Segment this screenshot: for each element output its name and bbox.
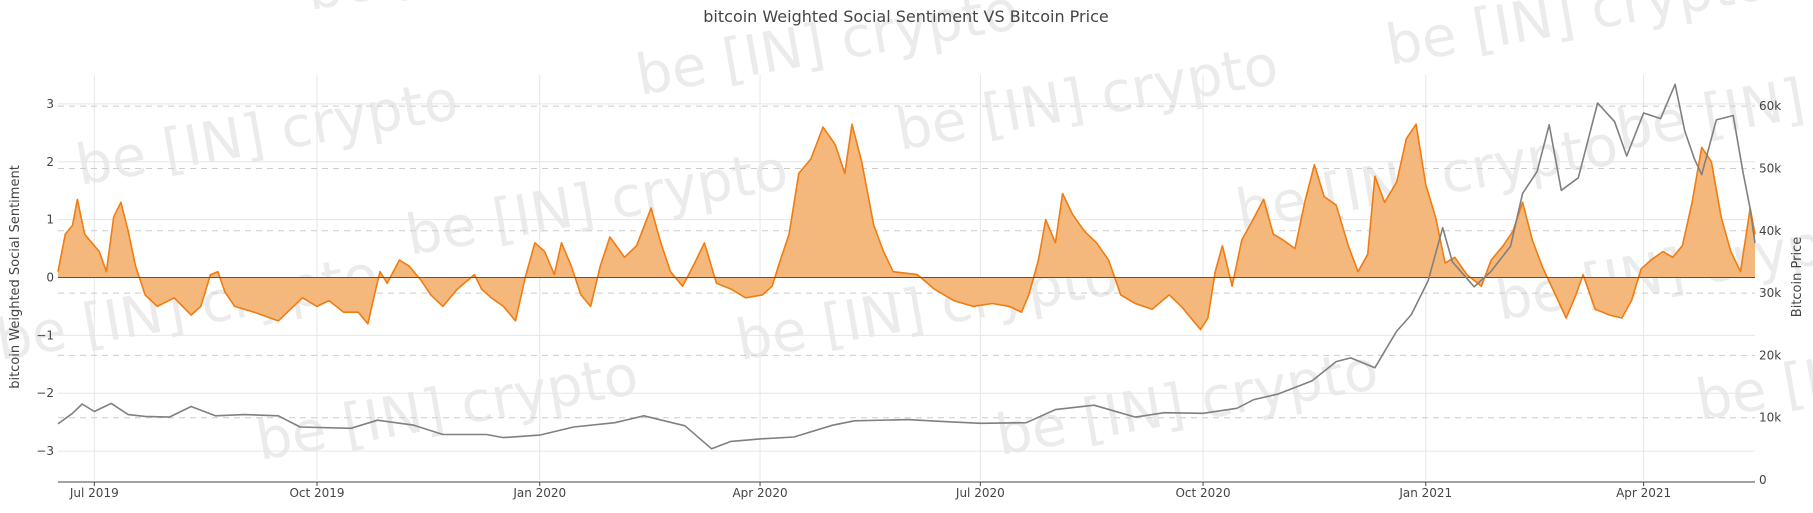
watermark-logo: be [IN] crypto <box>1611 33 1813 164</box>
x-tick-label: Oct 2019 <box>289 486 344 500</box>
left-y-axis: 3 2 1 0 −1 −2 −3 <box>36 97 54 458</box>
price-line <box>57 83 1756 450</box>
left-tick-label: 0 <box>46 271 54 285</box>
left-tick-label: 1 <box>46 213 54 227</box>
x-tick-label: Jul 2020 <box>955 486 1005 500</box>
right-tick-label: 10k <box>1759 411 1781 425</box>
left-tick-label: 2 <box>46 155 54 169</box>
right-tick-label: 40k <box>1759 224 1781 238</box>
left-axis-title: bitcoin Weighted Social Sentiment <box>8 165 23 389</box>
watermark-logo: be [IN] crypto <box>1381 0 1773 79</box>
right-tick-label: 0 <box>1759 473 1767 487</box>
left-tick-label: −3 <box>36 444 54 458</box>
right-tick-label: 20k <box>1759 348 1781 362</box>
x-tick-label: Oct 2020 <box>1175 486 1230 500</box>
sentiment-area <box>58 124 1755 330</box>
x-tick-label: Jan 2020 <box>512 486 566 500</box>
left-tick-label: 3 <box>46 97 54 111</box>
x-tick-label: Jul 2019 <box>69 486 119 500</box>
right-y-axis: 60k 50k 40k 30k 20k 10k 0 <box>1759 99 1781 487</box>
x-tick-label: Jan 2021 <box>1398 486 1452 500</box>
watermark-logo: be [IN] crypto <box>71 68 463 199</box>
chart-title: bitcoin Weighted Social Sentiment VS Bit… <box>703 7 1108 26</box>
left-tick-label: −2 <box>36 386 54 400</box>
watermark-logo: be [IN] crypto <box>301 0 693 24</box>
right-tick-label: 60k <box>1759 99 1781 113</box>
left-tick-label: −1 <box>36 328 54 342</box>
right-tick-label: 50k <box>1759 161 1781 175</box>
watermark-logo: be [IN] crypto <box>1691 303 1813 434</box>
sentiment-line <box>57 123 1756 331</box>
right-tick-label: 30k <box>1759 286 1781 300</box>
right-axis-title: Bitcoin Price <box>1790 237 1805 317</box>
x-tick-label: Apr 2020 <box>732 486 787 500</box>
watermark-logo: be [IN] crypto <box>251 343 643 474</box>
x-tick-label: Apr 2021 <box>1616 486 1671 500</box>
watermark-logo: be [IN] crypto <box>401 138 793 269</box>
x-axis: Jul 2019 Oct 2019 Jan 2020 Apr 2020 Jul 2020… <box>69 482 1671 500</box>
price-series <box>57 83 1756 450</box>
watermark-logo: be [IN] crypto <box>991 338 1383 469</box>
sentiment-series <box>57 123 1756 331</box>
